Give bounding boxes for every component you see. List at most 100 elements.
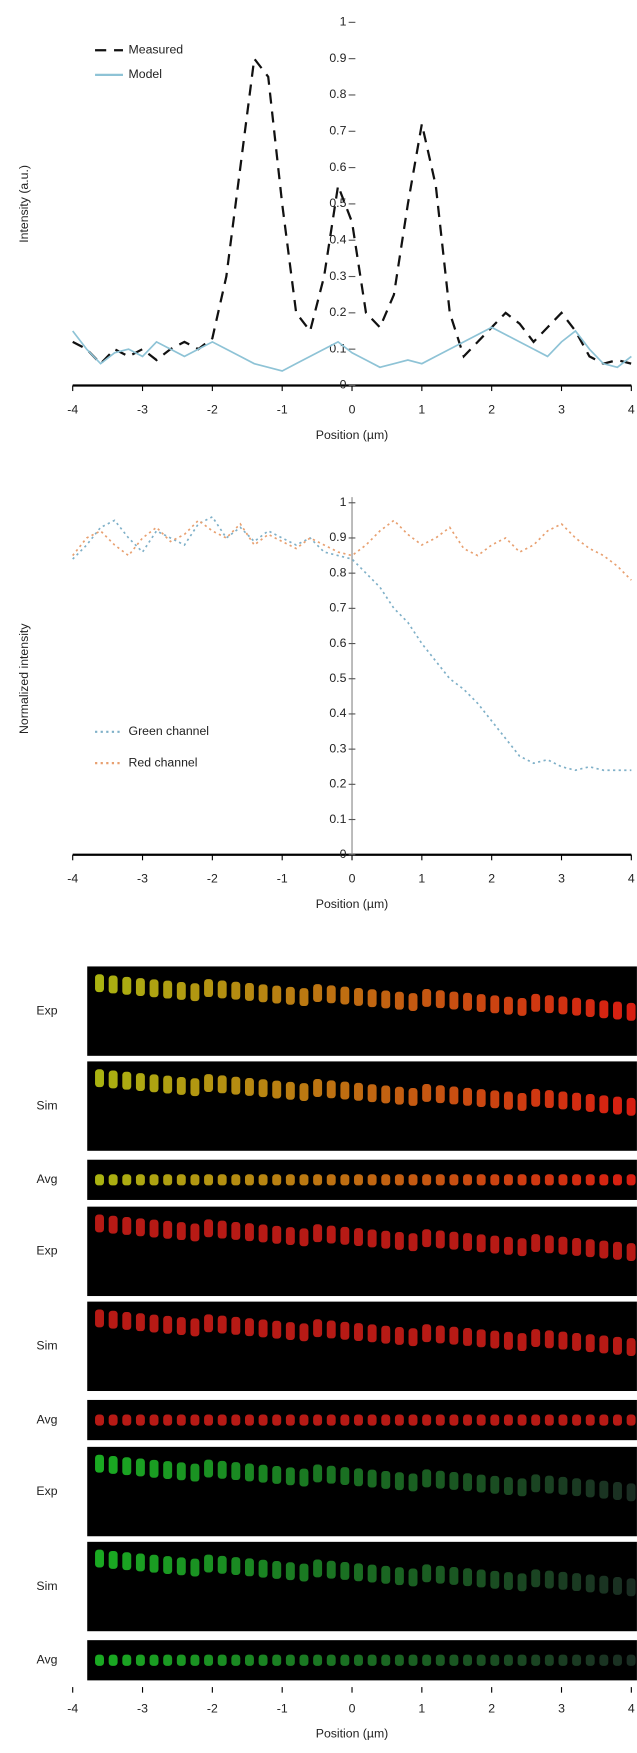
image-blob <box>531 1414 541 1426</box>
image-blob <box>354 1654 363 1666</box>
image-blob <box>149 1459 159 1478</box>
image-blob <box>354 987 363 1006</box>
image-blob <box>108 1654 118 1666</box>
y-tick-label: 0.1 <box>329 341 346 355</box>
legend-label: Red channel <box>129 755 198 769</box>
image-blob <box>122 1654 132 1666</box>
x-axis-label: Position (µm) <box>316 428 389 442</box>
image-blob <box>558 1331 568 1350</box>
image-blob <box>558 1174 568 1186</box>
image-blob <box>122 1457 132 1476</box>
image-blob <box>204 1459 214 1478</box>
image-blob <box>354 1414 363 1426</box>
y-tick-label: 0.5 <box>329 671 346 685</box>
image-blob <box>163 1556 173 1574</box>
image-blob <box>476 994 486 1013</box>
image-strip <box>87 1446 637 1537</box>
image-strip <box>87 966 637 1056</box>
image-blob <box>272 1174 282 1186</box>
x-tick-label: 0 <box>349 1702 356 1716</box>
image-blob <box>449 1472 459 1490</box>
strip-label: Exp <box>36 1003 57 1017</box>
image-blob <box>108 1550 118 1569</box>
image-blob <box>517 1573 527 1592</box>
image-blob <box>367 1324 377 1343</box>
x-tick-label: 1 <box>418 872 425 886</box>
image-strip <box>87 1206 637 1297</box>
image-blob <box>531 1329 541 1347</box>
image-blob <box>435 1470 445 1489</box>
image-blob <box>340 1174 350 1186</box>
image-blob <box>449 1654 459 1666</box>
image-blob <box>272 1654 282 1666</box>
image-blob <box>490 1235 500 1254</box>
image-blob <box>340 1081 350 1100</box>
image-blob <box>135 1174 145 1186</box>
image-blob <box>190 1318 200 1337</box>
x-tick-label: -1 <box>277 872 288 886</box>
image-blob <box>258 1559 268 1578</box>
image-blob <box>531 1654 541 1666</box>
image-blob <box>572 1573 582 1592</box>
image-blob <box>244 1463 254 1482</box>
image-blob <box>135 1218 145 1237</box>
x-axis-label: Position (µm) <box>316 1726 389 1740</box>
image-blob <box>463 1087 473 1106</box>
image-blob <box>613 1414 622 1426</box>
image-blob <box>190 1414 200 1426</box>
image-blob <box>176 1414 186 1426</box>
image-blob <box>449 991 459 1010</box>
image-blob <box>544 1414 554 1426</box>
image-blob <box>108 1215 118 1234</box>
image-blob <box>340 986 350 1005</box>
y-tick-label: 0.4 <box>329 706 346 720</box>
image-strip <box>87 1061 637 1151</box>
image-blob <box>435 1654 445 1666</box>
image-blob <box>95 1414 104 1426</box>
image-blob <box>585 1574 595 1593</box>
image-blob <box>613 1577 622 1595</box>
image-blob <box>585 1479 595 1498</box>
image-blob <box>354 1174 363 1186</box>
image-blob <box>517 1654 527 1666</box>
image-blob <box>313 1319 323 1338</box>
image-blob <box>558 1654 568 1666</box>
image-blob <box>176 981 186 1000</box>
image-blob <box>217 1555 227 1574</box>
image-blob <box>244 1558 254 1577</box>
y-axis-label: Normalized intensity <box>17 623 31 734</box>
x-tick-label: -4 <box>67 872 78 886</box>
x-tick-label: 2 <box>488 872 495 886</box>
image-blob <box>231 1174 241 1186</box>
y-tick-label: 1 <box>340 15 347 29</box>
image-blob <box>244 1654 254 1666</box>
image-blob <box>381 1230 391 1249</box>
image-blob <box>381 1470 391 1489</box>
image-blob <box>163 1075 173 1094</box>
image-blob <box>354 1228 363 1247</box>
image-blob <box>285 1414 295 1426</box>
image-blob <box>176 1654 186 1666</box>
image-blob <box>285 1322 295 1340</box>
x-axis-label: Position (µm) <box>316 897 389 911</box>
image-blob <box>626 1483 636 1502</box>
image-blob <box>272 985 282 1004</box>
image-blob <box>435 1325 445 1344</box>
image-blob <box>326 1174 336 1186</box>
y-axis-label: Intensity (a.u.) <box>17 165 31 243</box>
strip-label: Sim <box>36 1098 57 1112</box>
image-blob <box>476 1414 486 1426</box>
image-blob <box>340 1414 350 1426</box>
y-tick-label: 0.8 <box>329 565 346 579</box>
image-blob <box>503 1572 513 1590</box>
image-blob <box>135 1313 145 1332</box>
x-tick-label: 0 <box>349 872 356 886</box>
image-blob <box>558 1091 568 1110</box>
image-blob <box>449 1231 459 1250</box>
image-blob <box>544 1090 554 1109</box>
image-blob <box>108 1414 118 1426</box>
image-blob <box>476 1569 486 1588</box>
image-blob <box>204 1074 214 1093</box>
image-blob <box>572 1478 582 1497</box>
image-blob <box>217 1174 227 1186</box>
